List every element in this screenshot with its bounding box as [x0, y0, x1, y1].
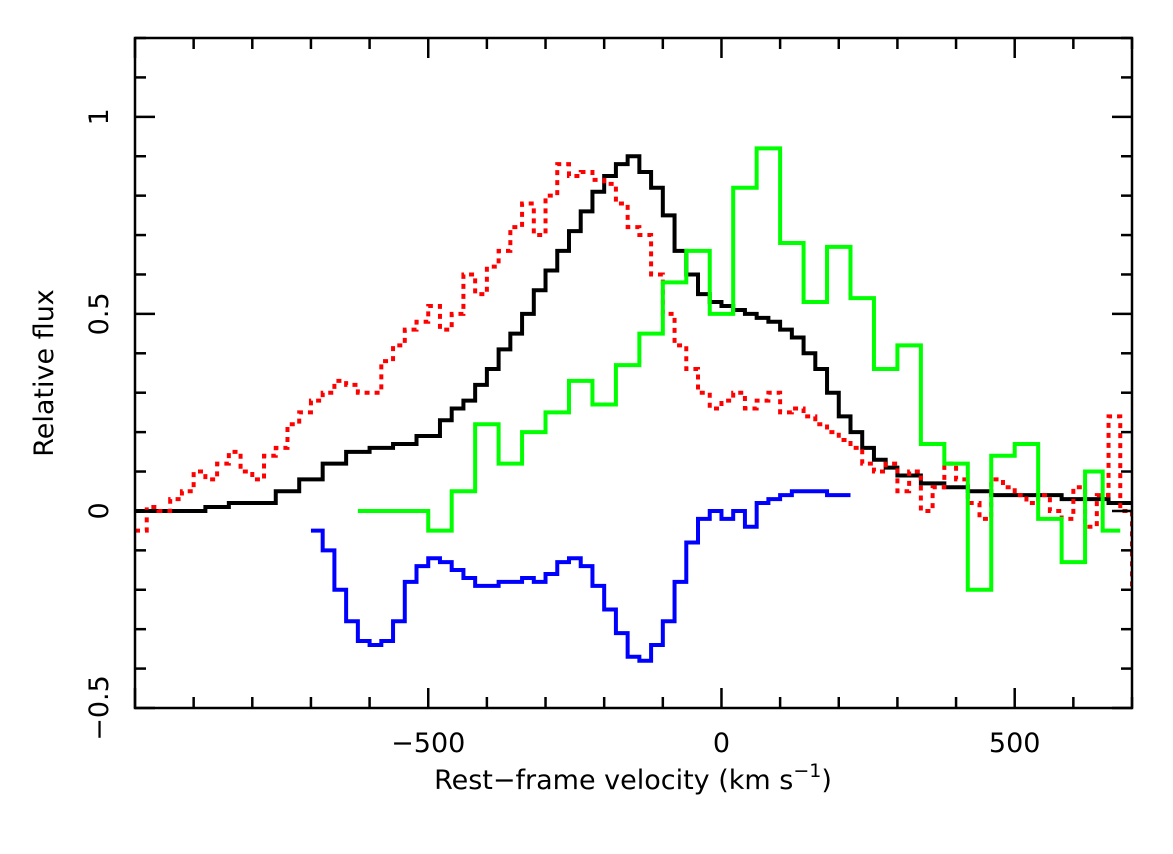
series-layer — [135, 146, 1132, 663]
plot-frame — [133, 36, 1134, 710]
y-tick-label: 0.5 — [84, 292, 115, 335]
tick-label-layer: −500 0 500 −0.5 0 0.5 1 — [84, 108, 1040, 759]
y-tick-label: 1 — [84, 108, 115, 125]
series-line-3 — [310, 489, 851, 663]
x-axis-label: Rest−frame velocity (km s−1) — [434, 760, 832, 796]
x-axis-label-close: ) — [821, 765, 832, 796]
series-line-0 — [135, 154, 1132, 513]
x-tick-label: −500 — [391, 728, 465, 759]
y-tick-label: −0.5 — [84, 675, 115, 741]
x-tick-label: 500 — [989, 728, 1041, 759]
series-line-2 — [357, 146, 1121, 592]
y-axis-label: Relative flux — [29, 289, 60, 457]
x-tick-label: 0 — [713, 728, 730, 759]
x-axis-label-sup: −1 — [793, 760, 821, 782]
series-line-1 — [135, 162, 1132, 590]
tick-layer — [133, 36, 1134, 710]
x-axis-label-main: Rest−frame velocity (km s — [434, 765, 793, 796]
y-tick-label: 0 — [84, 502, 115, 519]
